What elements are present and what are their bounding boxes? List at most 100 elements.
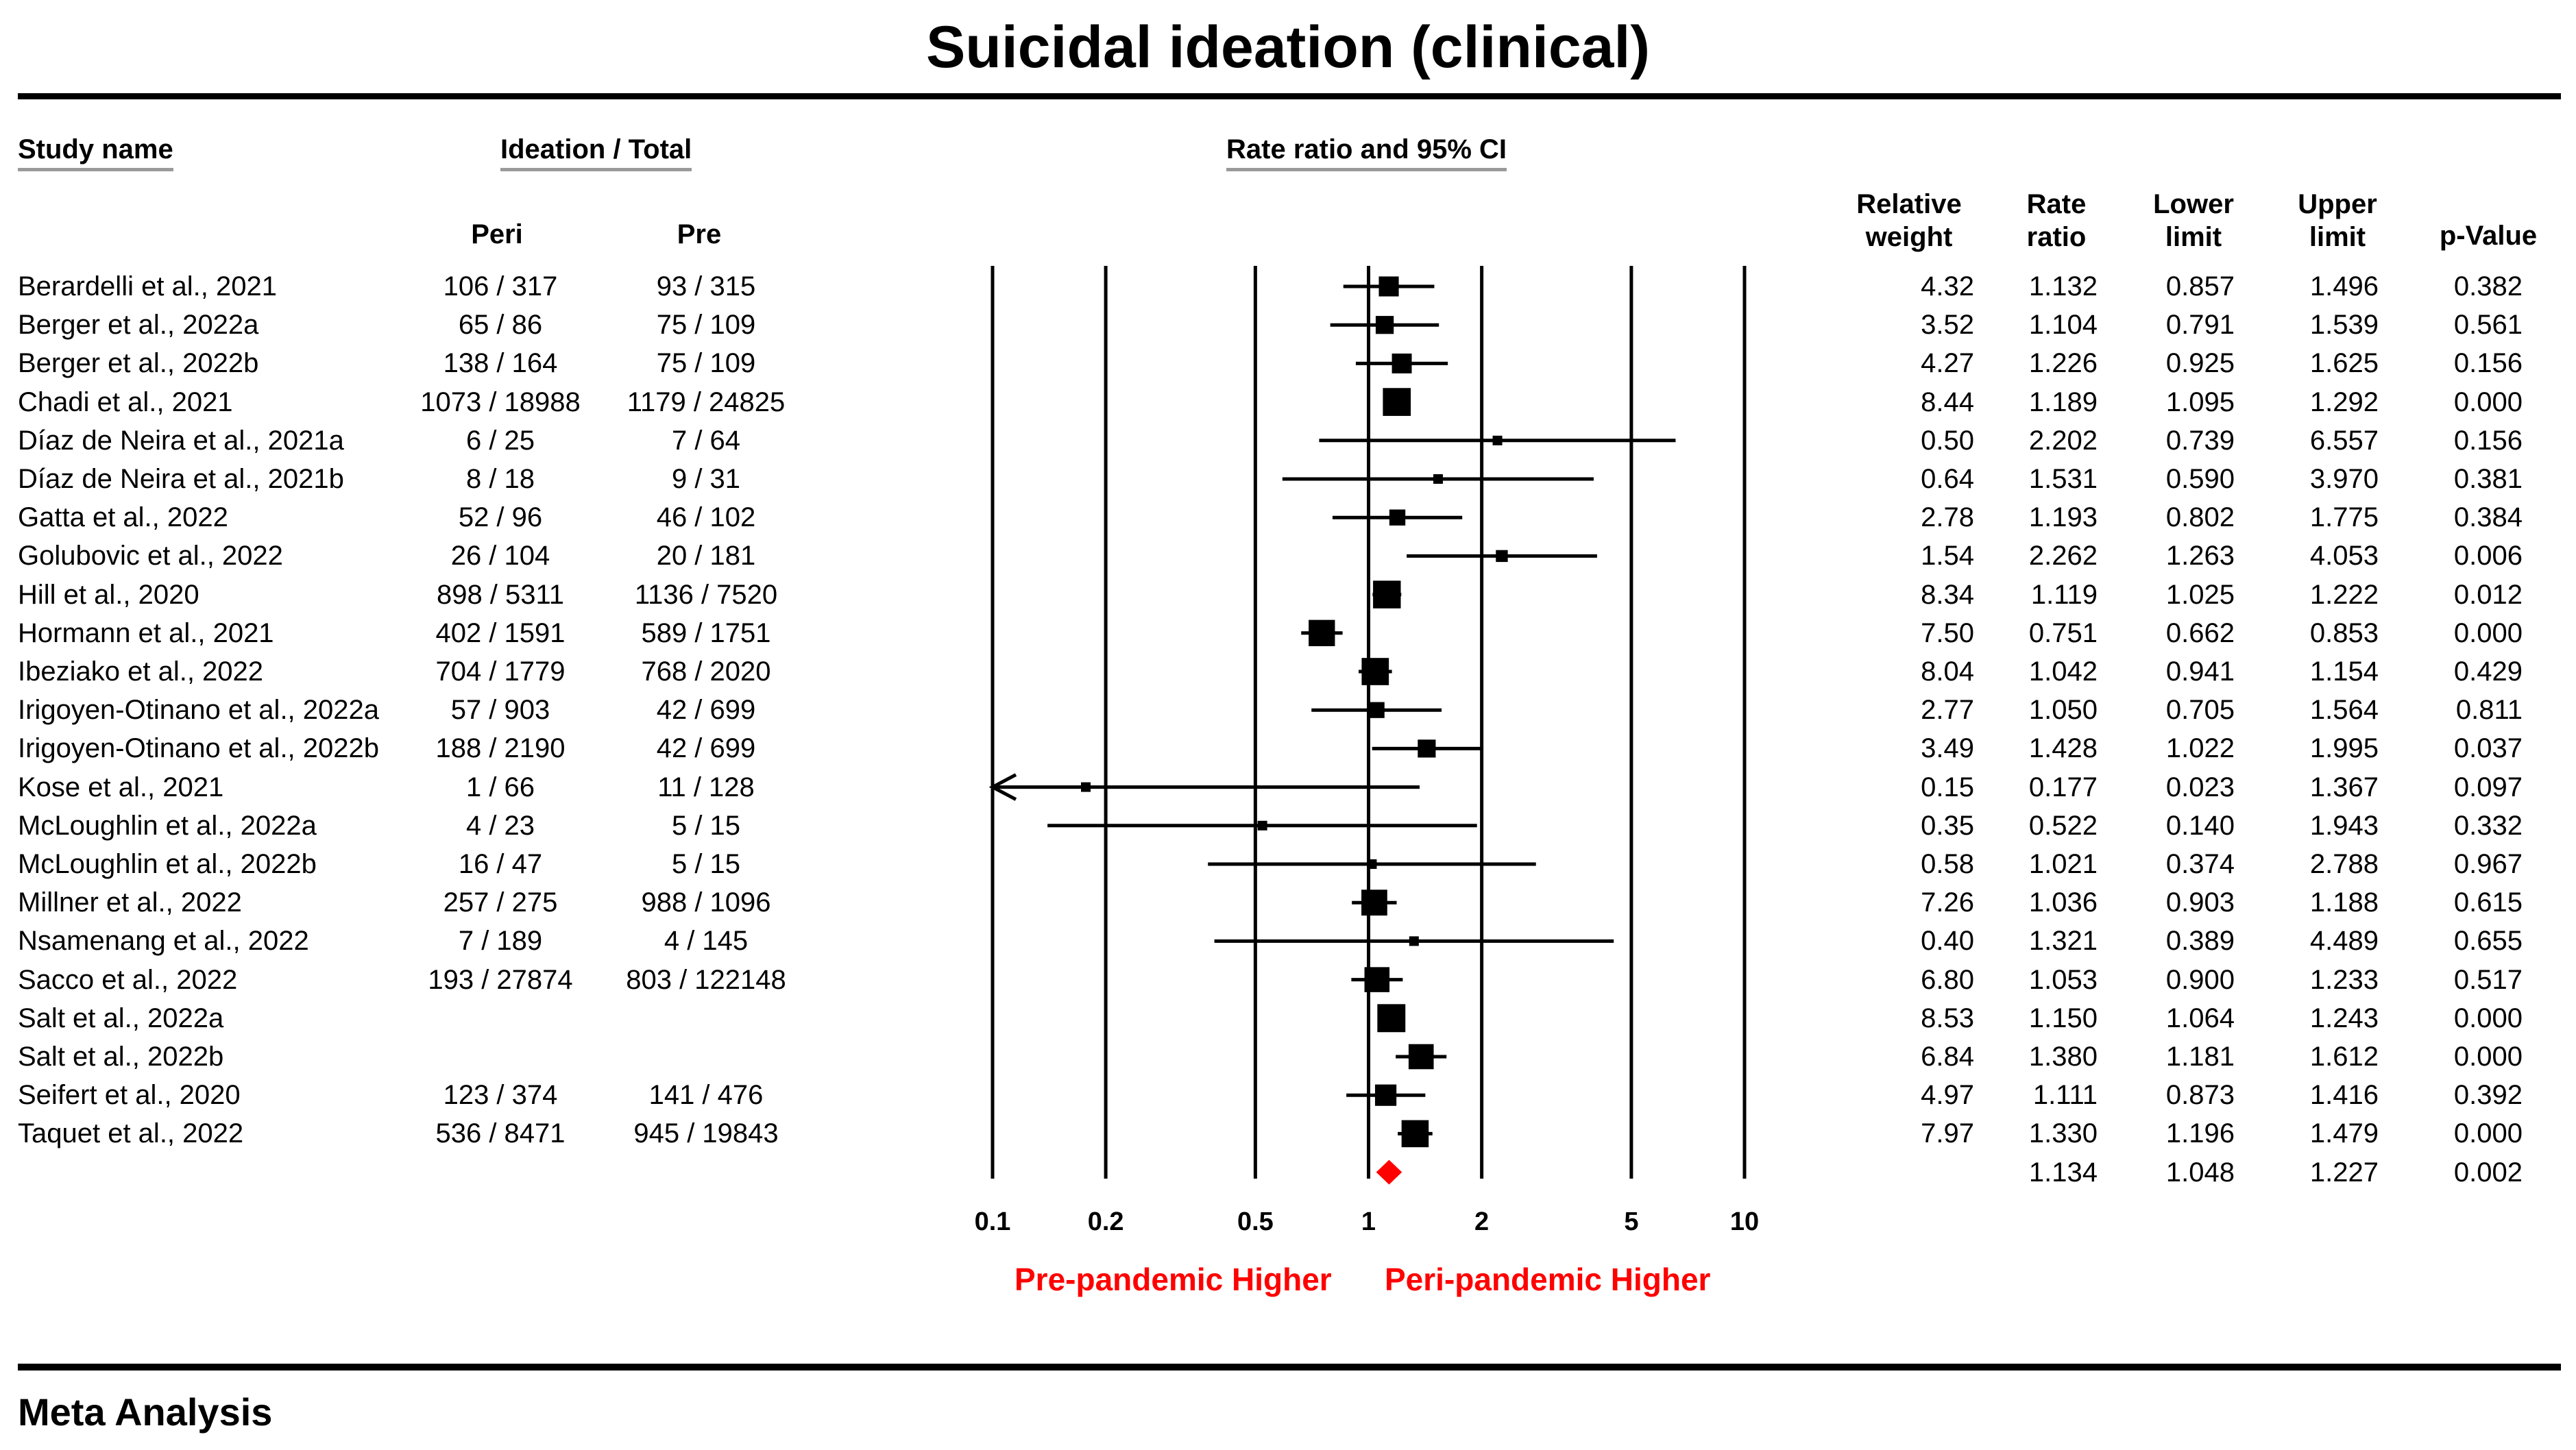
- p-value: 0.012: [2453, 579, 2523, 610]
- study-name: Millner et al., 2022: [18, 887, 242, 918]
- pre-count: 4 / 145: [664, 926, 749, 957]
- p-value: 0.332: [2453, 810, 2523, 841]
- lower-limit: 0.739: [2165, 425, 2235, 456]
- study-name: Díaz de Neira et al., 2021a: [18, 425, 344, 456]
- study-name: Kose et al., 2021: [18, 772, 224, 802]
- p-value: 0.561: [2453, 310, 2523, 341]
- point-estimate: [1389, 509, 1406, 526]
- lower-limit: 0.662: [2165, 617, 2235, 648]
- upper-limit: 1.539: [2309, 310, 2379, 341]
- upper-limit: 0.853: [2309, 617, 2379, 648]
- pre-count: 9 / 31: [671, 464, 741, 494]
- relative-weight: 7.50: [1921, 617, 1974, 648]
- peri-count: 6 / 25: [465, 425, 535, 456]
- chart-title: Suicidal ideation (clinical): [925, 14, 1651, 80]
- rate-ratio: 1.132: [2028, 271, 2098, 302]
- lower-limit: 1.025: [2165, 579, 2235, 610]
- rate-ratio: 1.189: [2028, 386, 2098, 417]
- lower-limit: 0.802: [2165, 502, 2235, 533]
- rate-ratio: 1.042: [2028, 656, 2098, 687]
- lower-limit: 0.140: [2165, 810, 2235, 841]
- peri-count: 1 / 66: [465, 772, 535, 802]
- study-name: Ibeziako et al., 2022: [18, 656, 264, 687]
- point-estimate: [1401, 1120, 1429, 1148]
- pre-count: 141 / 476: [648, 1080, 764, 1111]
- upper-limit: 4.489: [2309, 926, 2379, 957]
- p-value: 0.967: [2453, 849, 2523, 879]
- study-name: Taquet et al., 2022: [18, 1118, 244, 1149]
- rate-ratio: 1.036: [2028, 887, 2098, 918]
- x-tick-label: 1: [1361, 1207, 1376, 1236]
- rate-ratio: 1.531: [2028, 464, 2098, 494]
- pre-count: 988 / 1096: [641, 887, 771, 918]
- relative-weight: 7.26: [1921, 887, 1974, 918]
- study-name: Sacco et al., 2022: [18, 964, 238, 995]
- p-value: 0.037: [2453, 733, 2523, 764]
- header-lower-line2: limit: [2165, 222, 2222, 252]
- rate-ratio: 1.428: [2028, 733, 2098, 764]
- upper-limit: 1.233: [2309, 964, 2379, 995]
- lower-limit: 0.791: [2165, 310, 2235, 341]
- point-estimate: [1375, 316, 1394, 334]
- upper-limit: 4.053: [2309, 541, 2379, 572]
- peri-count: 536 / 8471: [435, 1118, 566, 1149]
- relative-weight: 4.32: [1921, 271, 1974, 302]
- rate-ratio: 0.177: [2028, 772, 2098, 802]
- relative-weight: 7.97: [1921, 1118, 1974, 1149]
- header-lower-line1: Lower: [2153, 189, 2234, 219]
- peri-count: 8 / 18: [465, 464, 535, 494]
- bottom-rule: [18, 1364, 2561, 1371]
- point-estimate: [1496, 550, 1508, 563]
- peri-count: 123 / 374: [443, 1080, 558, 1111]
- relative-weight: 6.80: [1921, 964, 1974, 995]
- p-value: 0.392: [2453, 1080, 2523, 1111]
- summary-p-value: 0.002: [2453, 1157, 2523, 1188]
- pre-count: 75 / 109: [656, 348, 756, 379]
- peri-count: 4 / 23: [465, 810, 535, 841]
- study-name: Berger et al., 2022b: [18, 348, 259, 379]
- pre-count: 42 / 699: [656, 695, 756, 726]
- peri-count: 898 / 5311: [436, 579, 565, 610]
- study-name: Salt et al., 2022a: [18, 1003, 224, 1033]
- relative-weight: 0.50: [1921, 425, 1974, 456]
- pre-count: 11 / 128: [657, 772, 755, 802]
- ci-arrow: [988, 773, 1017, 801]
- upper-limit: 1.943: [2309, 810, 2379, 841]
- relative-weight: 8.34: [1921, 579, 1974, 610]
- upper-limit: 1.416: [2309, 1080, 2379, 1111]
- summary-lower-limit: 1.048: [2165, 1157, 2235, 1188]
- header-relative-weight: Relative weight: [1823, 188, 1995, 254]
- p-value: 0.000: [2453, 1003, 2523, 1033]
- rate-ratio: 1.053: [2028, 964, 2098, 995]
- point-estimate: [1418, 739, 1436, 758]
- peri-count: 7 / 189: [458, 926, 543, 957]
- peri-count: 704 / 1779: [435, 656, 566, 687]
- lower-limit: 1.064: [2165, 1003, 2235, 1033]
- point-estimate: [1377, 1004, 1406, 1033]
- pre-count: 1179 / 24825: [627, 386, 786, 417]
- pre-count: 93 / 315: [656, 271, 756, 302]
- rate-ratio: 2.202: [2028, 425, 2098, 456]
- upper-limit: 1.496: [2309, 271, 2379, 302]
- header-upper-line1: Upper: [2298, 189, 2377, 219]
- label-pre-pandemic-higher: Pre-pandemic Higher: [1014, 1262, 1332, 1297]
- relative-weight: 3.52: [1921, 310, 1974, 341]
- summary-diamond: [1376, 1159, 1402, 1185]
- pre-count: 5 / 15: [671, 810, 741, 841]
- upper-limit: 1.292: [2309, 386, 2379, 417]
- lower-limit: 0.857: [2165, 271, 2235, 302]
- upper-limit: 1.625: [2309, 348, 2379, 379]
- relative-weight: 0.40: [1921, 926, 1974, 957]
- lower-limit: 1.095: [2165, 386, 2235, 417]
- rate-ratio: 1.380: [2028, 1042, 2098, 1072]
- p-value: 0.517: [2453, 964, 2523, 995]
- header-study-name: Study name: [18, 134, 173, 171]
- pre-count: 75 / 109: [656, 310, 756, 341]
- relative-weight: 8.53: [1921, 1003, 1974, 1033]
- header-upper-limit: Upper limit: [2276, 188, 2399, 254]
- x-tick-label: 0.5: [1237, 1207, 1274, 1236]
- header-rate-ratio: Rate ratio: [1995, 188, 2118, 254]
- rate-ratio: 0.751: [2028, 617, 2098, 648]
- study-name: Gatta et al., 2022: [18, 502, 228, 533]
